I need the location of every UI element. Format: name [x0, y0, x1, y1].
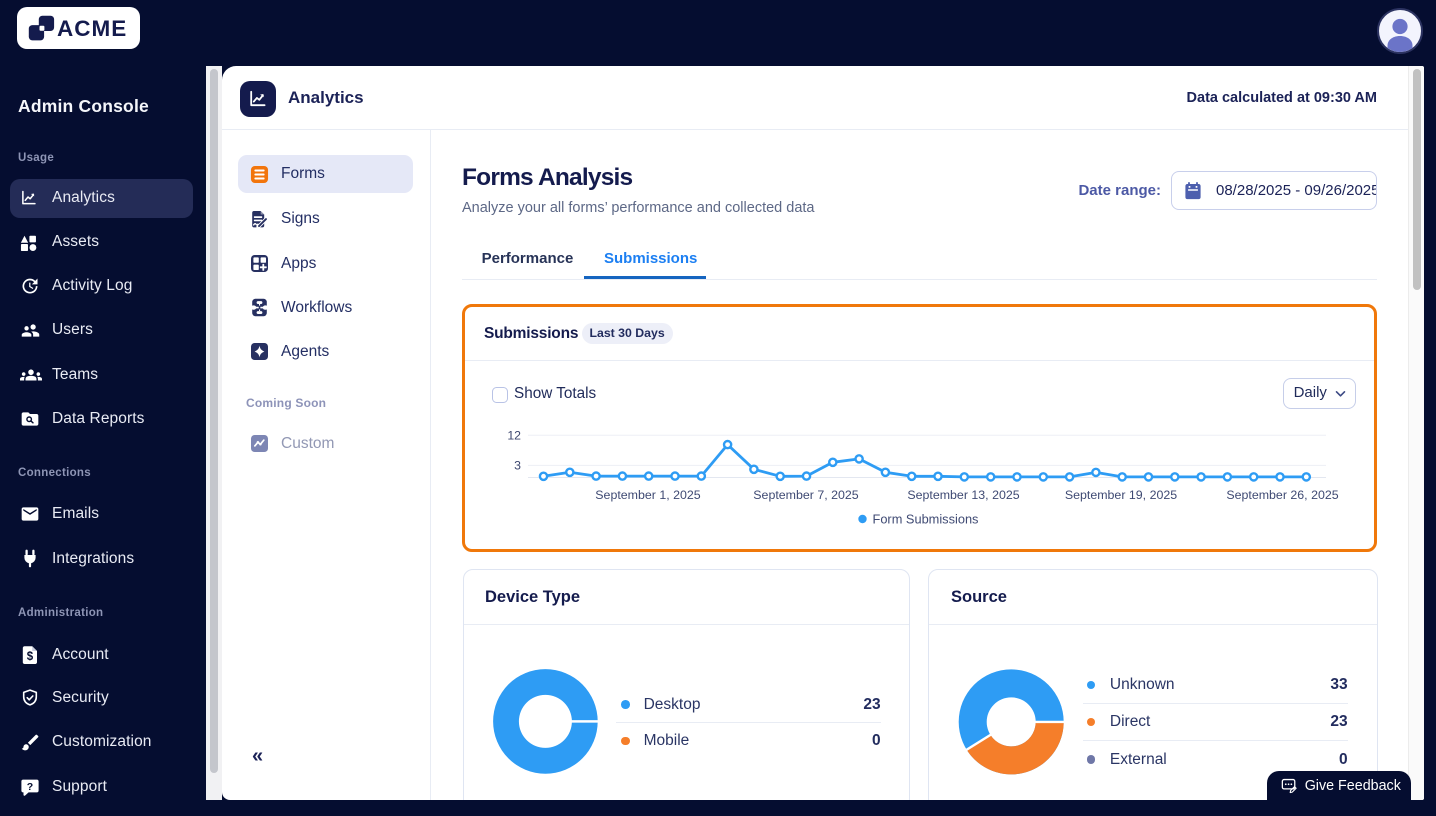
svg-text:Form Submissions: Form Submissions [873, 511, 979, 526]
svg-text:3: 3 [514, 458, 521, 472]
svg-text:September 19, 2025: September 19, 2025 [1065, 488, 1177, 502]
svg-text:September 1, 2025: September 1, 2025 [595, 488, 701, 502]
svg-text:September 13, 2025: September 13, 2025 [907, 488, 1019, 502]
svg-text:$: $ [27, 651, 34, 663]
svg-text:?: ? [27, 780, 33, 792]
svg-text:September 7, 2025: September 7, 2025 [753, 488, 859, 502]
svg-text:12: 12 [507, 428, 521, 442]
svg-text:September 26, 2025: September 26, 2025 [1226, 488, 1338, 502]
svg-text:ACME: ACME [57, 16, 127, 41]
